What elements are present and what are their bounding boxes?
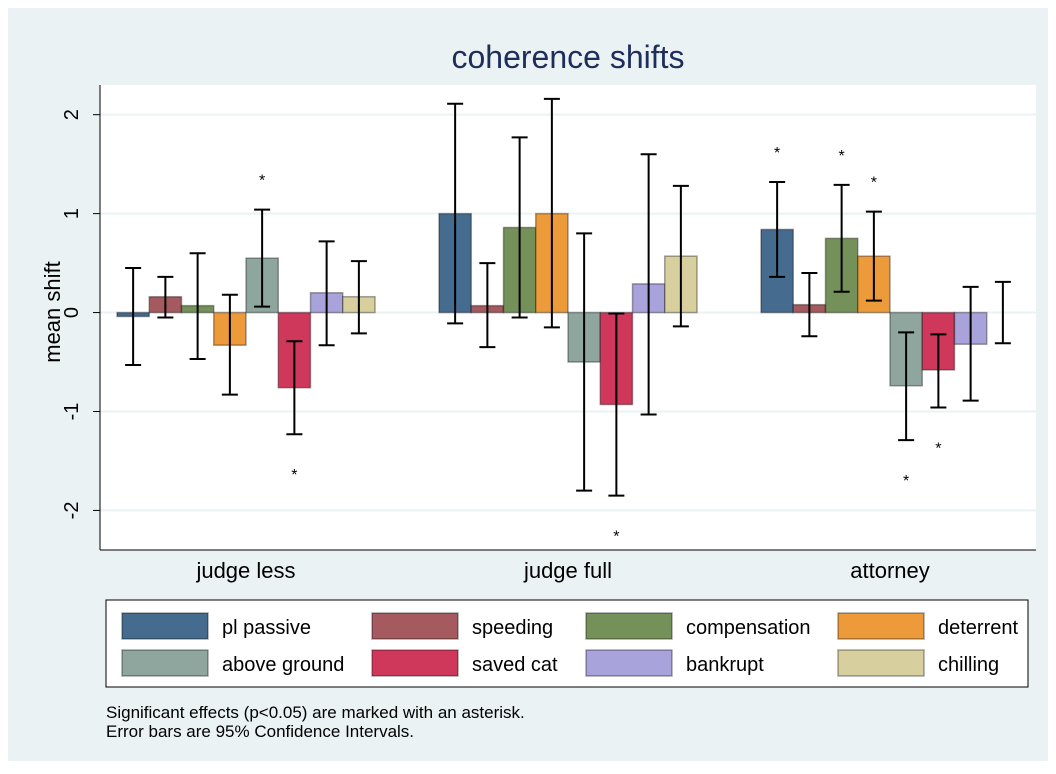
legend-label: pl passive	[222, 617, 311, 639]
legend-label: speeding	[472, 617, 553, 639]
footnote: Error bars are 95% Confidence Intervals.	[106, 722, 414, 741]
legend-swatch	[585, 612, 673, 640]
x-tick-label: attorney	[850, 558, 930, 583]
legend-label: deterrent	[938, 617, 1018, 639]
x-tick-label: judge full	[523, 558, 612, 583]
error-bar	[157, 275, 174, 319]
error-bar	[608, 312, 625, 497]
error-bar	[511, 136, 528, 319]
chart-title: coherence shifts	[451, 39, 684, 75]
error-bar	[189, 252, 206, 361]
footnote: Significant effects (p<0.05) are marked …	[106, 703, 525, 722]
legend-label: compensation	[686, 617, 811, 639]
error-bar	[543, 97, 560, 329]
error-bar	[672, 184, 689, 328]
significance-marker: *	[774, 145, 780, 162]
legend-swatch	[585, 649, 673, 677]
error-bar	[479, 262, 496, 349]
legend-swatch	[837, 612, 925, 640]
y-tick-label: -1	[61, 403, 83, 421]
legend-swatch	[121, 649, 209, 677]
legend-swatch	[121, 612, 209, 640]
error-bar	[286, 340, 303, 436]
y-axis-label: mean shift	[40, 261, 65, 363]
y-tick-label: 2	[61, 109, 83, 120]
legend-swatch	[371, 649, 459, 677]
error-bar	[769, 180, 786, 278]
error-bar	[865, 210, 882, 302]
error-bar	[125, 267, 142, 366]
legend-label: above ground	[222, 654, 344, 676]
error-bar	[318, 240, 335, 347]
error-bar	[254, 208, 271, 308]
y-tick-label: 0	[61, 307, 83, 318]
legend-swatch	[371, 612, 459, 640]
error-bar	[833, 183, 850, 293]
error-bar	[221, 293, 238, 396]
significance-marker: *	[839, 148, 845, 165]
error-bar	[994, 280, 1011, 345]
significance-marker: *	[903, 473, 909, 490]
legend-label: bankrupt	[686, 654, 764, 676]
error-bar	[640, 153, 657, 416]
significance-marker: *	[291, 467, 297, 484]
significance-marker: *	[259, 173, 265, 190]
error-bar	[350, 260, 367, 335]
error-bar	[576, 232, 593, 492]
legend-swatch	[837, 649, 925, 677]
legend-label: saved cat	[472, 654, 558, 676]
significance-marker: *	[871, 175, 877, 192]
significance-marker: *	[935, 441, 941, 458]
error-bar	[930, 333, 947, 409]
legend-label: chilling	[938, 654, 999, 676]
y-tick-label: -2	[61, 502, 83, 520]
error-bar	[801, 271, 818, 338]
y-tick-label: 1	[61, 208, 83, 219]
error-bar	[962, 285, 979, 402]
error-bar	[447, 102, 464, 325]
error-bar	[898, 331, 915, 442]
significance-marker: *	[613, 529, 619, 546]
x-tick-label: judge less	[195, 558, 295, 583]
